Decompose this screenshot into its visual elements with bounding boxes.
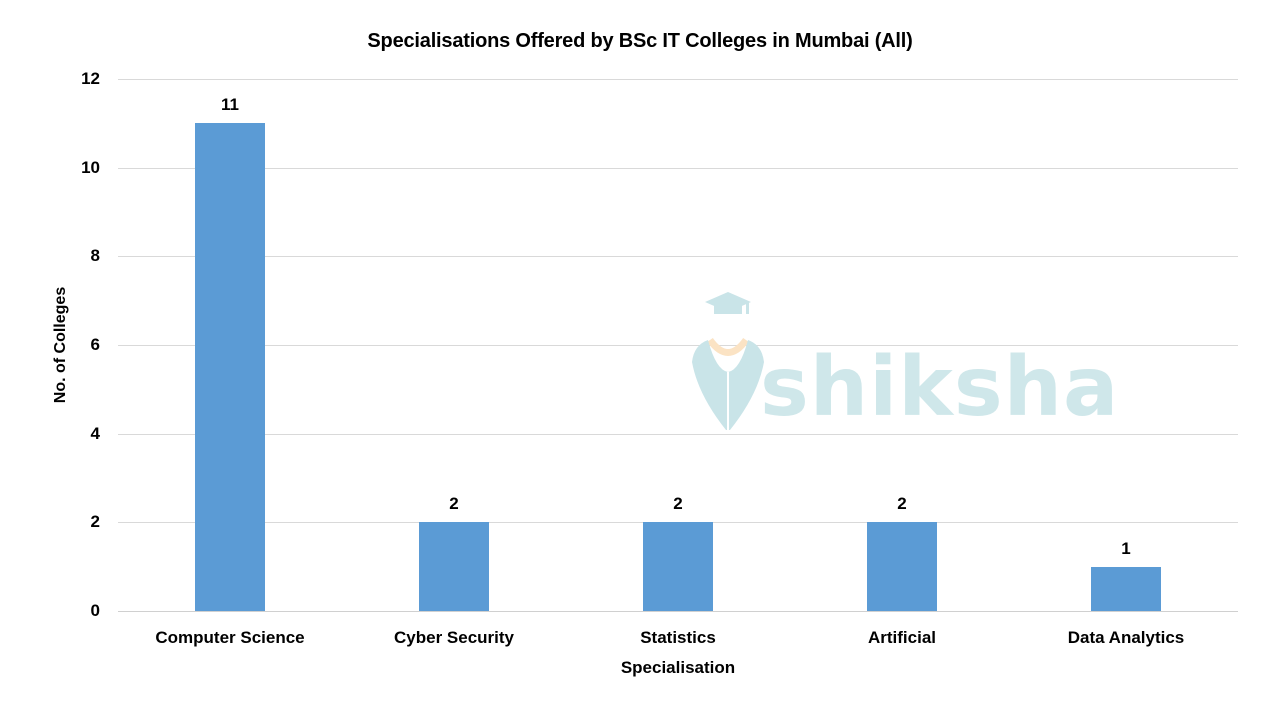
bar-artificial — [867, 522, 937, 611]
shiksha-watermark: shiksha — [688, 290, 1118, 435]
y-tick-label: 12 — [81, 69, 100, 88]
x-tick-label: Artificial — [867, 628, 937, 647]
y-tick-label: 10 — [81, 157, 100, 177]
y-tick-label: 4 — [90, 423, 100, 443]
chart-title: Specialisations Offered by BSc IT Colleg… — [367, 30, 913, 52]
watermark-text: shiksha — [760, 340, 1120, 435]
y-tick-label: 6 — [90, 335, 100, 354]
data-label: 2 — [897, 494, 907, 514]
data-label: 2 — [449, 494, 459, 514]
data-label: 11 — [221, 95, 239, 115]
bar-statistics — [643, 522, 713, 611]
bar-computer-science — [195, 123, 265, 611]
x-tick-label: Statistics — [640, 628, 716, 647]
data-label: 2 — [673, 494, 683, 514]
x-tick-label: Computer Science — [155, 628, 305, 647]
y-tick-label: 8 — [90, 246, 100, 266]
y-tick-label: 2 — [90, 512, 100, 532]
plot-area: shiksha 11 2 2 2 1 — [118, 79, 1238, 612]
gridline — [118, 79, 1238, 80]
gridline — [118, 256, 1238, 258]
graduation-cap-pen-nib-icon — [692, 292, 764, 430]
y-tick-label: 0 — [90, 601, 100, 620]
gridline — [118, 433, 1238, 435]
data-label: 1 — [1121, 538, 1131, 558]
bar-data-analytics — [1091, 566, 1161, 611]
x-tick-label: Cyber Security — [394, 628, 514, 647]
x-axis-label: Specialisation — [620, 658, 736, 677]
gridline — [118, 345, 1238, 346]
gridline — [118, 167, 1238, 169]
bar-cyber-security — [419, 522, 489, 611]
x-tick-label: Data Analytics — [1067, 628, 1185, 647]
gridline — [118, 611, 1238, 612]
